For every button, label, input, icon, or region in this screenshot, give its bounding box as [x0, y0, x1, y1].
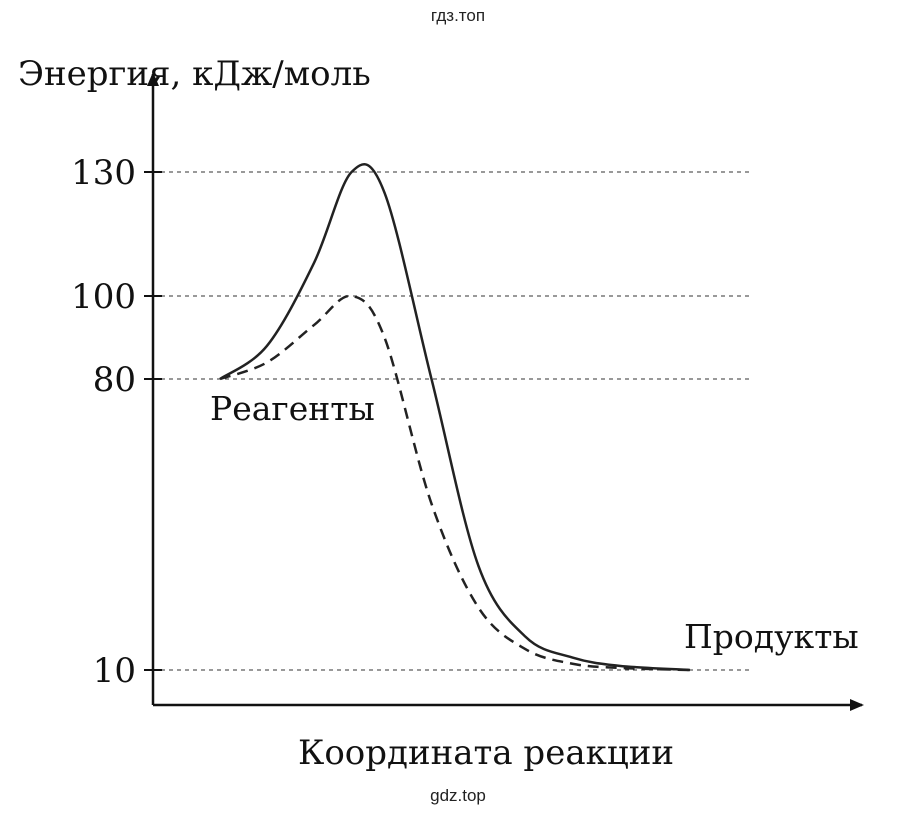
- y-tick-label: 10: [93, 651, 136, 691]
- y-tick-label: 80: [93, 360, 136, 400]
- watermark-bottom: gdz.top: [430, 786, 486, 805]
- y-tick-label: 100: [71, 277, 136, 317]
- x-axis-label: Координата реакции: [298, 733, 674, 773]
- series-line-solid: [219, 163, 691, 672]
- series-line-dashed: [219, 294, 691, 672]
- y-axis-label: Энергия, кДж/моль: [18, 54, 371, 94]
- y-tick-label: 130: [71, 153, 136, 193]
- annotation-reagents: Реагенты: [210, 389, 375, 428]
- watermark-top: гдз.топ: [430, 6, 486, 25]
- annotation-products: Продукты: [684, 617, 859, 656]
- y-ticks: 130 100 80 10: [71, 153, 162, 691]
